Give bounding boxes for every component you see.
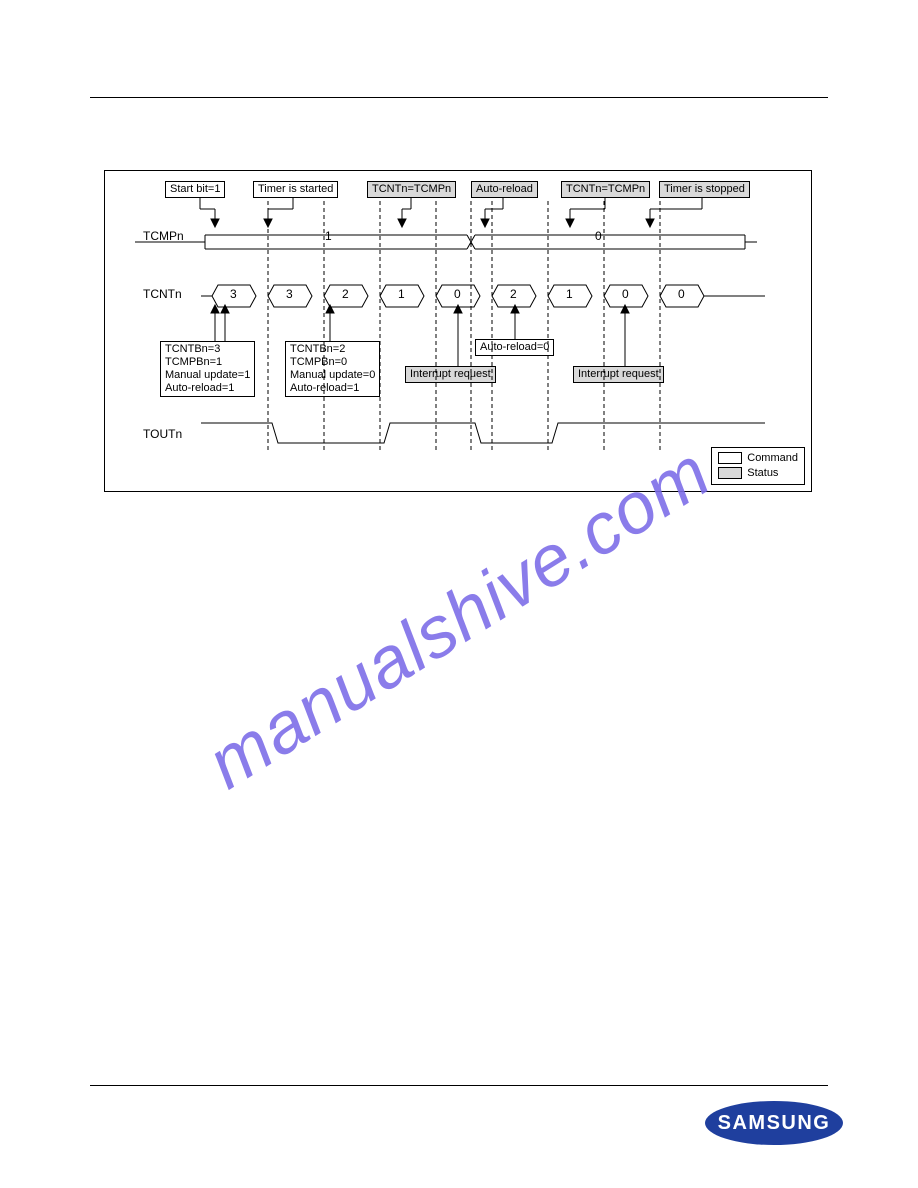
timing-svg (105, 171, 811, 491)
timing-diagram: TCMPn TCNTn TOUTn Start bit=1Timer is st… (105, 171, 811, 491)
samsung-logo-text: SAMSUNG (718, 1112, 831, 1134)
samsung-logo: SAMSUNG (704, 1100, 844, 1146)
rule-top (90, 97, 828, 98)
timing-diagram-frame: TCMPn TCNTn TOUTn Start bit=1Timer is st… (104, 170, 812, 492)
rule-bottom (90, 1085, 828, 1086)
